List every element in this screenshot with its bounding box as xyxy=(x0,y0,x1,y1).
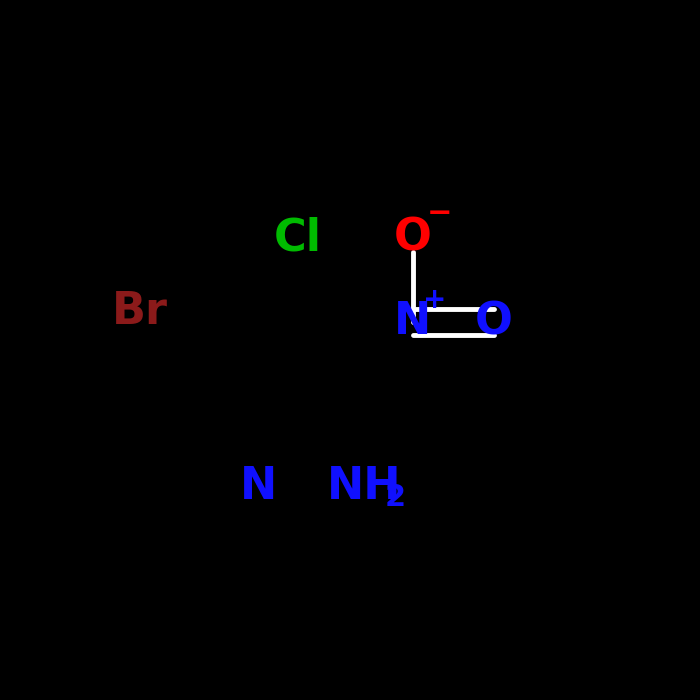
Text: Cl: Cl xyxy=(274,216,321,260)
Text: −: − xyxy=(427,199,452,228)
Text: O: O xyxy=(475,300,512,344)
Text: N: N xyxy=(394,300,432,344)
Text: +: + xyxy=(423,286,447,314)
Text: Br: Br xyxy=(112,290,168,333)
Text: O: O xyxy=(394,216,432,260)
Text: N: N xyxy=(240,465,278,508)
Text: 2: 2 xyxy=(385,482,406,512)
Text: NH: NH xyxy=(327,465,401,508)
